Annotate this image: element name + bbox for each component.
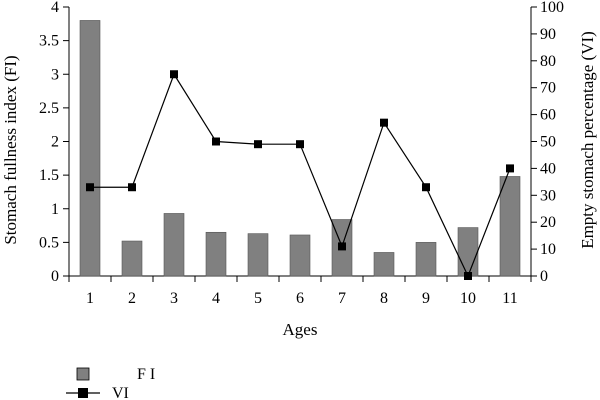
fi-bar	[79, 20, 101, 277]
fi-bar	[163, 213, 185, 277]
right-y-tick-label: 20	[540, 214, 556, 231]
left-y-tick-label: 4	[51, 0, 59, 16]
vi-line-series	[86, 70, 514, 280]
left-y-axis-title: Stomach fullness index (FI)	[1, 55, 20, 244]
left-y-tick-label: 3.5	[39, 33, 59, 50]
right-y-tick-label: 10	[540, 241, 556, 258]
x-tick-label: 9	[422, 290, 430, 307]
x-tick-label: 10	[460, 290, 476, 307]
x-ticks: 1 2 3 4 5 6 7 8 9 10 11	[68, 276, 532, 307]
vi-point	[506, 164, 514, 173]
legend-vi-marker	[78, 388, 88, 398]
vi-point	[128, 183, 136, 192]
right-y-tick-label: 100	[540, 0, 564, 16]
vi-point	[422, 183, 430, 192]
vi-point	[296, 140, 304, 149]
left-y-tick-label: 3	[51, 66, 59, 83]
left-y-tick-label: 2	[51, 134, 59, 151]
x-tick-label: 5	[254, 290, 262, 307]
legend-vi-label: VI	[112, 385, 129, 400]
x-tick-label: 11	[502, 290, 517, 307]
right-y-tick-label: 40	[540, 160, 556, 177]
right-y-tick-label: 80	[540, 53, 556, 70]
vi-point	[338, 242, 346, 251]
left-y-tick-label: 1	[51, 201, 59, 218]
x-tick-label: 2	[128, 290, 136, 307]
fi-bar	[289, 234, 311, 277]
fi-bar	[415, 242, 437, 277]
x-tick-label: 3	[170, 290, 178, 307]
left-y-tick-label: 2.5	[39, 100, 59, 117]
legend-fi-label: F I	[137, 366, 155, 383]
right-y-ticks: 0 10 20 30 40 50 60 70 80 90 100	[531, 0, 564, 285]
vi-point	[212, 137, 220, 146]
x-tick-label: 1	[86, 290, 94, 307]
vi-point	[86, 183, 94, 192]
left-y-tick-label: 0	[51, 268, 59, 285]
left-y-tick-label: 0.5	[39, 234, 59, 251]
right-y-axis-title: Empty stomach percentage (VI)	[578, 31, 597, 249]
right-y-tick-label: 30	[540, 187, 556, 204]
fi-bar	[247, 233, 269, 277]
fi-bars	[79, 20, 521, 277]
vi-point	[170, 70, 178, 79]
x-axis-title: Ages	[283, 320, 318, 339]
plot-area: 00.511.522.533.54 0102030405060708090100…	[39, 0, 564, 307]
x-tick-label: 4	[212, 290, 220, 307]
fi-bar	[373, 252, 395, 277]
legend: F I VI	[66, 366, 155, 400]
left-y-ticks: 0 0.5 1 1.5 2 2.5 3 3.5 4	[39, 0, 69, 285]
left-y-tick-label: 1.5	[39, 167, 59, 184]
right-y-tick-label: 90	[540, 26, 556, 43]
vi-point	[380, 118, 388, 127]
x-tick-label: 6	[296, 290, 304, 307]
fi-bar	[121, 240, 143, 277]
vi-point	[254, 140, 262, 149]
legend-fi-swatch	[76, 367, 90, 381]
x-tick-label: 7	[338, 290, 346, 307]
right-y-tick-label: 50	[540, 134, 556, 151]
right-y-tick-label: 0	[540, 268, 548, 285]
right-y-tick-label: 60	[540, 107, 556, 124]
x-tick-label: 8	[380, 290, 388, 307]
fi-bar	[499, 176, 521, 277]
fi-bar	[205, 231, 227, 277]
right-y-tick-label: 70	[540, 80, 556, 97]
fi-bar	[457, 227, 479, 277]
vi-point	[464, 272, 472, 280]
